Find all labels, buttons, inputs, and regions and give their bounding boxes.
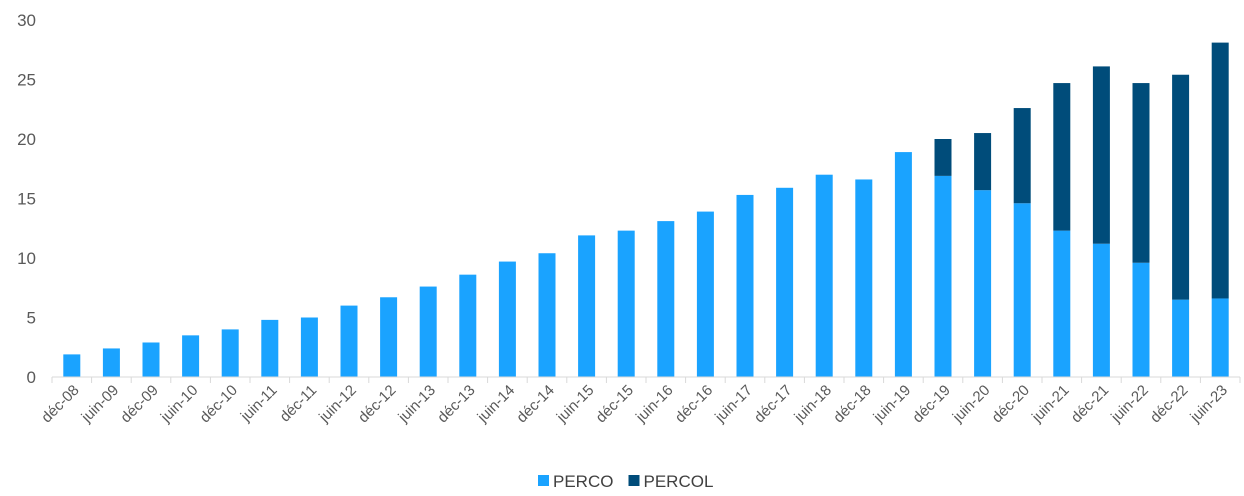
bar-perco bbox=[300, 317, 318, 377]
x-tick-label: juin-14 bbox=[474, 382, 519, 427]
x-tick-label: déc-17 bbox=[751, 382, 795, 426]
bar-perco bbox=[498, 261, 516, 377]
legend-label-perco: PERCO bbox=[553, 472, 613, 491]
bar-perco bbox=[221, 329, 239, 377]
x-tick-label: déc-13 bbox=[434, 382, 478, 426]
bar-percol bbox=[1053, 83, 1071, 231]
x-tick-label: déc-08 bbox=[38, 382, 82, 426]
x-tick-label: juin-11 bbox=[237, 382, 281, 426]
legend-label-percol: PERCOL bbox=[644, 472, 714, 491]
x-tick-labels: déc-08juin-09déc-09juin-10déc-10juin-11d… bbox=[38, 382, 1231, 427]
bar-perco bbox=[102, 348, 120, 377]
y-tick-label: 15 bbox=[17, 190, 36, 209]
bar-perco bbox=[142, 342, 160, 377]
y-tick-label: 30 bbox=[17, 11, 36, 30]
x-tick-label: déc-18 bbox=[830, 382, 874, 426]
bar-percol bbox=[934, 139, 952, 176]
x-tick-label: déc-19 bbox=[909, 382, 953, 426]
y-tick-label: 5 bbox=[27, 309, 36, 328]
bar-perco bbox=[538, 253, 556, 377]
legend-swatch-perco bbox=[538, 475, 549, 486]
y-tick-labels: 0 5 10 15 20 25 30 bbox=[17, 11, 36, 387]
x-tick-label: déc-22 bbox=[1147, 382, 1191, 426]
bar-percol bbox=[1013, 108, 1031, 204]
x-tick-label: déc-20 bbox=[989, 382, 1033, 426]
bars-group bbox=[63, 42, 1229, 377]
x-tick-label: déc-14 bbox=[513, 382, 557, 426]
x-tick-label: juin-23 bbox=[1186, 382, 1231, 427]
bar-perco bbox=[657, 221, 675, 377]
bar-perco bbox=[340, 305, 358, 377]
x-tick-label: juin-18 bbox=[790, 382, 835, 427]
bar-percol bbox=[1172, 74, 1190, 300]
x-tick-label: déc-21 bbox=[1068, 382, 1112, 426]
bar-perco bbox=[380, 297, 398, 377]
bar-percol bbox=[1211, 42, 1229, 299]
bar-perco bbox=[815, 174, 833, 377]
bar-perco bbox=[419, 286, 437, 377]
bar-perco bbox=[696, 211, 714, 377]
y-tick-label: 25 bbox=[17, 71, 36, 90]
x-tick-label: déc-16 bbox=[672, 382, 716, 426]
x-tick-label: juin-16 bbox=[632, 382, 677, 427]
x-tick-marks bbox=[51, 377, 1241, 383]
x-tick-label: juin-10 bbox=[157, 382, 202, 427]
bar-percol bbox=[974, 133, 992, 191]
x-tick-label: déc-11 bbox=[277, 382, 321, 426]
x-tick-label: juin-19 bbox=[870, 382, 915, 427]
x-tick-label: déc-15 bbox=[593, 382, 637, 426]
bar-perco bbox=[974, 190, 992, 377]
bar-perco bbox=[894, 152, 912, 377]
x-tick-label: juin-17 bbox=[711, 382, 756, 427]
bar-perco bbox=[1053, 230, 1071, 377]
bar-percol bbox=[1132, 83, 1150, 263]
bar-perco bbox=[578, 235, 596, 377]
y-tick-label: 10 bbox=[17, 249, 36, 268]
bar-percol bbox=[1092, 66, 1110, 244]
x-tick-label: déc-09 bbox=[117, 382, 161, 426]
bar-perco bbox=[459, 274, 477, 377]
bar-perco bbox=[736, 194, 754, 377]
legend: PERCO PERCOL bbox=[538, 472, 713, 491]
x-tick-label: juin-13 bbox=[394, 382, 439, 427]
bar-perco bbox=[1092, 243, 1110, 377]
x-tick-label: juin-09 bbox=[78, 382, 123, 427]
x-tick-label: juin-20 bbox=[949, 382, 994, 427]
bar-perco bbox=[1013, 203, 1031, 377]
x-tick-label: juin-21 bbox=[1028, 382, 1073, 427]
bar-perco bbox=[1172, 299, 1190, 377]
bar-perco bbox=[1211, 298, 1229, 377]
bar-perco bbox=[261, 319, 279, 377]
legend-swatch-percol bbox=[628, 475, 640, 486]
bar-perco bbox=[934, 175, 952, 377]
bar-perco bbox=[855, 179, 873, 377]
x-tick-label: déc-12 bbox=[355, 382, 399, 426]
bar-perco bbox=[617, 230, 635, 377]
bar-perco bbox=[776, 187, 794, 377]
bar-perco bbox=[182, 335, 200, 377]
x-tick-label: juin-22 bbox=[1107, 382, 1152, 427]
x-tick-label: juin-12 bbox=[315, 382, 360, 427]
bar-perco bbox=[1132, 262, 1150, 377]
x-tick-label: déc-10 bbox=[197, 382, 241, 426]
x-tick-label: juin-15 bbox=[553, 382, 598, 427]
bar-perco bbox=[63, 354, 81, 377]
y-tick-label: 20 bbox=[17, 130, 36, 149]
y-tick-label: 0 bbox=[27, 368, 36, 387]
